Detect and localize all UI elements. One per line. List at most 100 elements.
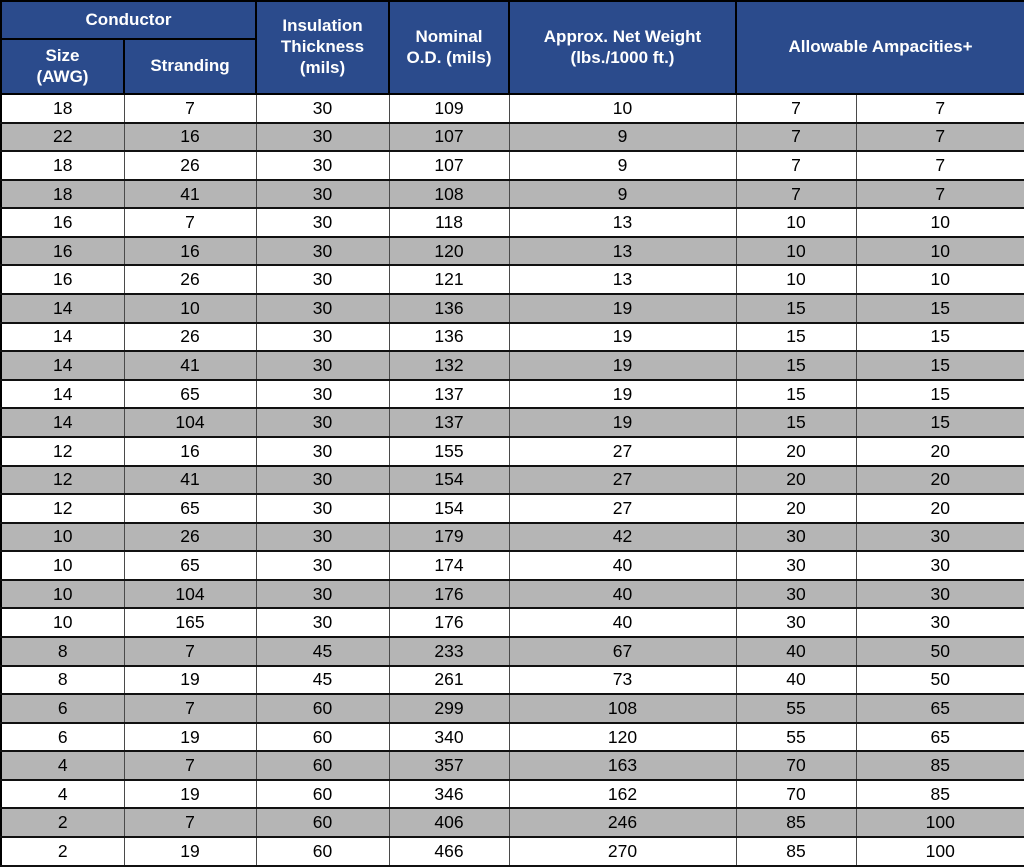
header-stranding: Stranding: [123, 38, 257, 95]
cell-net-weight-lbs-per-1000ft: 73: [508, 664, 737, 696]
header-group-row: Conductor Insulation Thickness (mils) No…: [0, 0, 1024, 95]
cell-nominal-od-mils: 346: [388, 778, 510, 810]
cell-nominal-od-mils: 107: [388, 150, 510, 181]
cell-insulation-thickness-mils: 30: [255, 178, 390, 210]
cell-net-weight-lbs-per-1000ft: 162: [508, 778, 737, 810]
table-body: 18 7 30 109 10 7 7 22 16 30 107 9 7 7 18 26 30 107 9 7 7 18 41…: [0, 93, 1024, 867]
table-row: 10 165 30 176 40 30 30: [0, 607, 1024, 638]
cell-size-awg: 10: [0, 550, 125, 581]
cell-nominal-od-mils: 137: [388, 407, 510, 438]
table-row: 22 16 30 107 9 7 7: [0, 121, 1024, 153]
cell-nominal-od-mils: 137: [388, 378, 510, 410]
cell-size-awg: 16: [0, 264, 125, 296]
cell-size-awg: 2: [0, 836, 125, 867]
cell-stranding: 16: [123, 435, 257, 467]
cell-net-weight-lbs-per-1000ft: 27: [508, 464, 737, 496]
cell-allowable-ampacity-2: 85: [855, 750, 1024, 781]
cell-stranding: 7: [123, 750, 257, 781]
cell-allowable-ampacity-2: 20: [855, 464, 1024, 496]
cell-allowable-ampacity-2: 65: [855, 693, 1024, 724]
header-sub-row: Size (AWG) Stranding: [0, 38, 1024, 95]
cell-nominal-od-mils: 108: [388, 178, 510, 210]
table-row: 6 19 60 340 120 55 65: [0, 721, 1024, 753]
cell-insulation-thickness-mils: 30: [255, 435, 390, 467]
cell-allowable-ampacity-2: 30: [855, 578, 1024, 610]
cell-insulation-thickness-mils: 30: [255, 493, 390, 524]
header-allowable-ampacities: Allowable Ampacities+: [734, 0, 1024, 95]
cell-allowable-ampacity-2: 15: [855, 321, 1024, 353]
cell-nominal-od-mils: 132: [388, 350, 510, 381]
table-row: 12 41 30 154 27 20 20: [0, 464, 1024, 496]
table-row: 10 65 30 174 40 30 30: [0, 550, 1024, 581]
cell-nominal-od-mils: 261: [388, 664, 510, 696]
table-row: 14 41 30 132 19 15 15: [0, 350, 1024, 381]
cell-nominal-od-mils: 176: [388, 578, 510, 610]
cell-stranding: 7: [123, 807, 257, 839]
cell-stranding: 16: [123, 121, 257, 153]
cell-stranding: 41: [123, 178, 257, 210]
cell-net-weight-lbs-per-1000ft: 270: [508, 836, 737, 867]
cell-insulation-thickness-mils: 30: [255, 350, 390, 381]
cell-allowable-ampacity-2: 15: [855, 407, 1024, 438]
header-nominal-od: Nominal O.D. (mils): [388, 0, 510, 95]
cell-size-awg: 12: [0, 464, 125, 496]
cell-allowable-ampacity-2: 15: [855, 293, 1024, 324]
table-row: 14 10 30 136 19 15 15: [0, 293, 1024, 324]
table-row: 12 16 30 155 27 20 20: [0, 435, 1024, 467]
cell-size-awg: 4: [0, 750, 125, 781]
cell-net-weight-lbs-per-1000ft: 40: [508, 578, 737, 610]
cell-size-awg: 14: [0, 350, 125, 381]
cell-stranding: 19: [123, 721, 257, 753]
cell-stranding: 16: [123, 235, 257, 267]
cell-allowable-ampacity-1: 15: [735, 321, 857, 353]
cell-net-weight-lbs-per-1000ft: 13: [508, 235, 737, 267]
cell-net-weight-lbs-per-1000ft: 42: [508, 521, 737, 553]
cell-allowable-ampacity-1: 85: [735, 807, 857, 839]
cell-size-awg: 12: [0, 493, 125, 524]
cell-size-awg: 10: [0, 521, 125, 553]
table-row: 8 19 45 261 73 40 50: [0, 664, 1024, 696]
cell-allowable-ampacity-1: 7: [735, 121, 857, 153]
cell-insulation-thickness-mils: 30: [255, 293, 390, 324]
cell-net-weight-lbs-per-1000ft: 19: [508, 378, 737, 410]
cell-stranding: 26: [123, 264, 257, 296]
table-row: 18 26 30 107 9 7 7: [0, 150, 1024, 181]
cell-nominal-od-mils: 154: [388, 493, 510, 524]
cell-allowable-ampacity-1: 70: [735, 778, 857, 810]
cell-insulation-thickness-mils: 30: [255, 578, 390, 610]
table-row: 14 65 30 137 19 15 15: [0, 378, 1024, 410]
table-row: 10 26 30 179 42 30 30: [0, 521, 1024, 553]
cell-nominal-od-mils: 406: [388, 807, 510, 839]
cell-allowable-ampacity-1: 20: [735, 464, 857, 496]
cell-size-awg: 18: [0, 150, 125, 181]
header-conductor-group: Conductor: [0, 0, 257, 40]
table-row: 2 19 60 466 270 85 100: [0, 836, 1024, 867]
cell-net-weight-lbs-per-1000ft: 19: [508, 350, 737, 381]
cell-net-weight-lbs-per-1000ft: 9: [508, 178, 737, 210]
cell-net-weight-lbs-per-1000ft: 27: [508, 493, 737, 524]
cell-stranding: 7: [123, 635, 257, 667]
cell-nominal-od-mils: 466: [388, 836, 510, 867]
cell-allowable-ampacity-2: 30: [855, 607, 1024, 638]
cell-size-awg: 10: [0, 607, 125, 638]
cell-insulation-thickness-mils: 45: [255, 635, 390, 667]
cell-allowable-ampacity-1: 20: [735, 493, 857, 524]
cell-nominal-od-mils: 107: [388, 121, 510, 153]
cell-stranding: 26: [123, 321, 257, 353]
cell-size-awg: 16: [0, 235, 125, 267]
cell-net-weight-lbs-per-1000ft: 9: [508, 121, 737, 153]
cell-size-awg: 14: [0, 378, 125, 410]
cell-nominal-od-mils: 299: [388, 693, 510, 724]
cell-allowable-ampacity-1: 30: [735, 521, 857, 553]
cell-stranding: 7: [123, 693, 257, 724]
cell-stranding: 104: [123, 407, 257, 438]
cell-allowable-ampacity-1: 55: [735, 721, 857, 753]
cell-insulation-thickness-mils: 30: [255, 378, 390, 410]
table-row: 16 7 30 118 13 10 10: [0, 207, 1024, 238]
cell-insulation-thickness-mils: 30: [255, 235, 390, 267]
cell-net-weight-lbs-per-1000ft: 40: [508, 607, 737, 638]
cell-size-awg: 12: [0, 435, 125, 467]
cell-allowable-ampacity-2: 15: [855, 350, 1024, 381]
table-row: 16 26 30 121 13 10 10: [0, 264, 1024, 296]
